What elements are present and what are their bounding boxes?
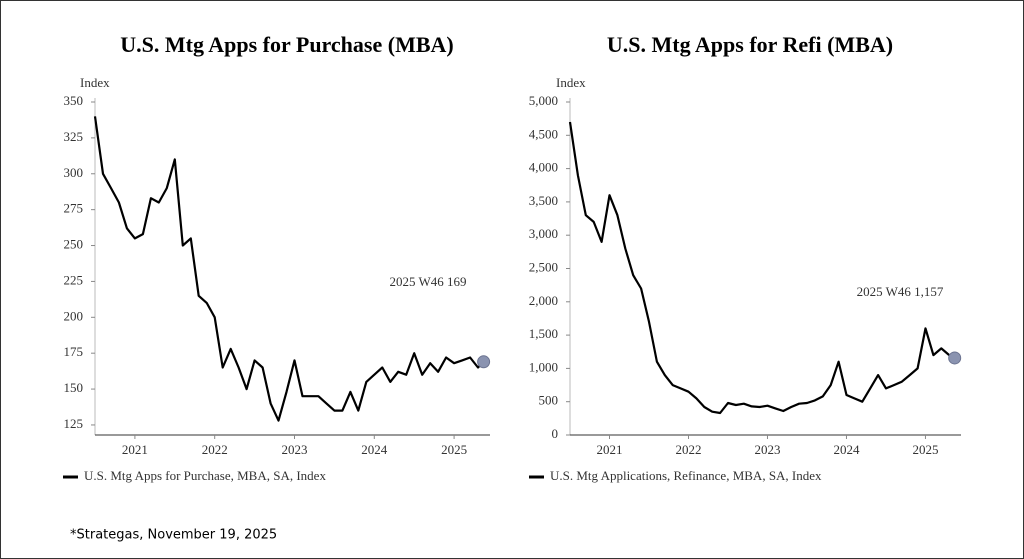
y-tick-label: 5,000	[529, 93, 558, 108]
y-tick-label: 0	[552, 426, 559, 441]
y-tick-label: 3,500	[529, 193, 558, 208]
y-tick-label: 500	[539, 393, 559, 408]
x-tick-label: 2021	[596, 442, 622, 457]
annotation: 2025 W46 169	[389, 274, 466, 289]
x-tick-label: 2024	[361, 442, 388, 457]
y-tick-label: 4,500	[529, 126, 558, 141]
annotation: 2025 W46 1,157	[857, 284, 944, 299]
y-tick-label: 175	[64, 344, 84, 359]
end-marker	[477, 355, 491, 369]
y-tick-label: 350	[64, 93, 84, 108]
y-tick-label: 300	[64, 165, 84, 180]
legend-label: U.S. Mtg Apps for Purchase, MBA, SA, Ind…	[84, 468, 326, 483]
footnote: *Strategas, November 19, 2025	[70, 528, 277, 543]
y-tick-label: 125	[64, 416, 84, 431]
y-tick-label: 325	[64, 129, 84, 144]
chart-title: U.S. Mtg Apps for Purchase (MBA)	[120, 32, 453, 57]
x-tick-label: 2024	[833, 442, 860, 457]
y-tick-label: 150	[64, 380, 84, 395]
y-tick-label: 1,000	[529, 359, 558, 374]
chart-title: U.S. Mtg Apps for Refi (MBA)	[607, 32, 893, 57]
x-tick-label: 2021	[122, 442, 148, 457]
y-tick-label: 1,500	[529, 326, 558, 341]
y-axis-label: Index	[80, 75, 110, 90]
series-line	[568, 121, 956, 415]
y-tick-label: 200	[64, 308, 84, 323]
x-tick-label: 2023	[754, 442, 780, 457]
y-tick-label: 2,500	[529, 259, 558, 274]
x-tick-label: 2023	[281, 442, 307, 457]
series-line	[93, 116, 485, 422]
x-tick-label: 2022	[202, 442, 228, 457]
x-tick-label: 2025	[912, 442, 938, 457]
y-tick-label: 3,000	[529, 226, 558, 241]
y-tick-label: 4,000	[529, 160, 558, 175]
y-axis-label: Index	[556, 75, 586, 90]
end-marker	[948, 351, 962, 365]
x-tick-label: 2025	[441, 442, 467, 457]
x-tick-label: 2022	[675, 442, 701, 457]
y-tick-label: 225	[64, 272, 84, 287]
legend-label: U.S. Mtg Applications, Refinance, MBA, S…	[550, 468, 822, 483]
y-tick-label: 250	[64, 237, 84, 252]
y-tick-label: 275	[64, 201, 84, 216]
y-tick-label: 2,000	[529, 293, 558, 308]
